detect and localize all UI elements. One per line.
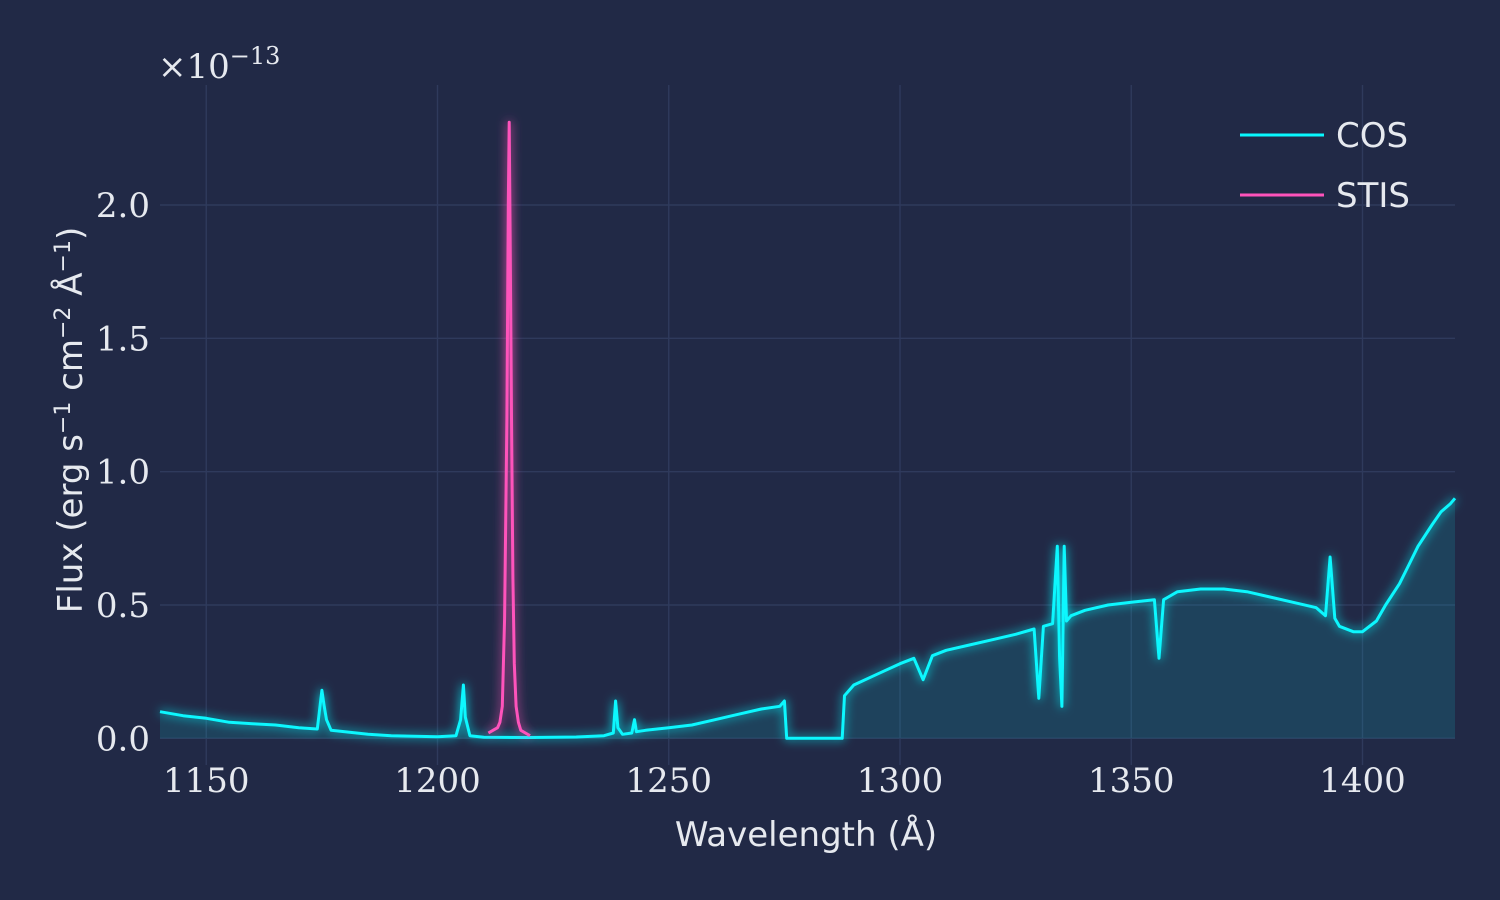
grid xyxy=(160,85,1455,765)
y-label-part-4: Å xyxy=(50,272,91,306)
y-tick-label: 1.5 xyxy=(96,319,150,359)
y-multiplier: ×10−13 xyxy=(158,42,280,87)
x-tick-label: 1400 xyxy=(1319,761,1406,801)
y-label-part-5: −1 xyxy=(51,240,76,272)
x-tick-label: 1300 xyxy=(857,761,944,801)
legend: COS STIS xyxy=(1240,116,1410,216)
area-fill xyxy=(160,498,1455,739)
y-multiplier-exponent: −13 xyxy=(230,42,281,70)
y-label-part-3: −2 xyxy=(51,307,76,339)
x-tick-label: 1150 xyxy=(163,761,250,801)
x-tick-label: 1350 xyxy=(1088,761,1175,801)
x-tick-label: 1200 xyxy=(394,761,481,801)
y-label-part-1: −1 xyxy=(51,402,76,434)
series-line-stis xyxy=(487,120,531,737)
y-label-part-0: Flux (erg s xyxy=(51,434,91,613)
y-tick-label: 2.0 xyxy=(96,186,150,226)
y-tick-label: 1.0 xyxy=(96,453,150,493)
y-label-part-6: ) xyxy=(51,227,91,240)
y-tick-label: 0.0 xyxy=(96,719,150,759)
x-axis-label: Wavelength (Å) xyxy=(675,814,937,855)
series-fill-cos xyxy=(160,498,1455,739)
legend-label-stis: STIS xyxy=(1336,176,1410,216)
legend-label-cos: COS xyxy=(1336,116,1408,156)
y-label-part-2: cm xyxy=(51,339,91,402)
series-line-cos xyxy=(159,497,1457,740)
y-axis-label: Flux (erg s−1 cm−2 Å−1) xyxy=(50,227,91,613)
series-lines xyxy=(159,120,1457,740)
y-tick-label: 0.5 xyxy=(96,586,150,626)
y-multiplier-base: ×10 xyxy=(158,47,230,87)
y-axis-ticks: 0.0 0.5 1.0 1.5 2.0 xyxy=(96,186,150,759)
x-tick-label: 1250 xyxy=(625,761,712,801)
x-axis-ticks: 1150 1200 1250 1300 1350 1400 xyxy=(163,761,1406,801)
